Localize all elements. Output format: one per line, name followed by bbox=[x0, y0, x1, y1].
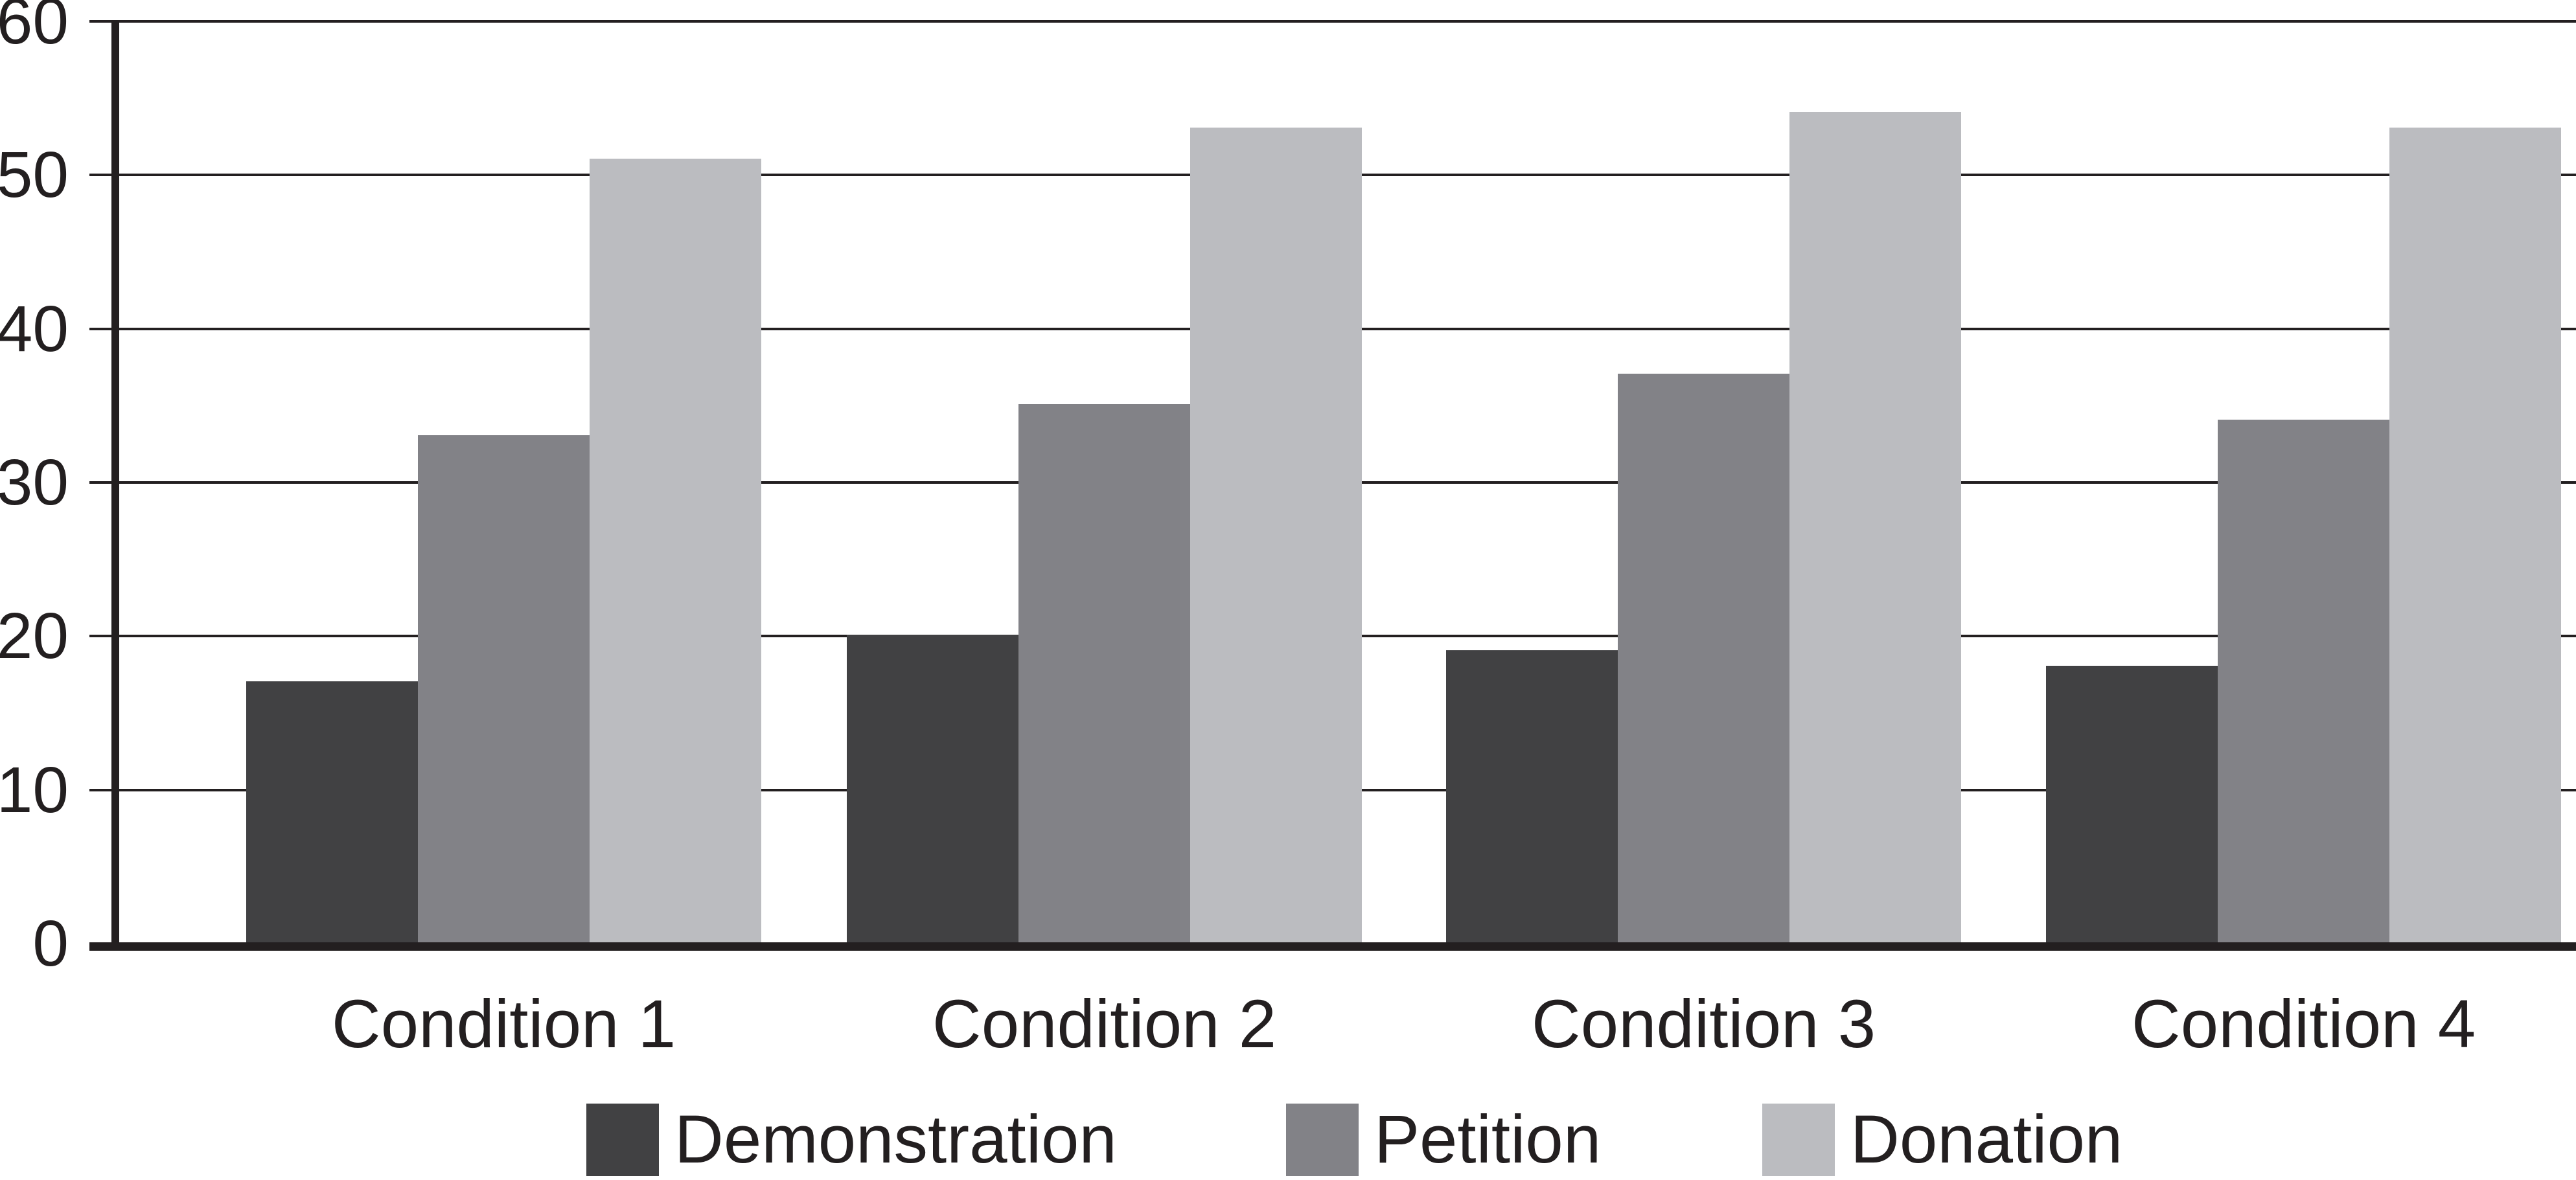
bar-demonstration-4 bbox=[2046, 665, 2218, 942]
x-category-label-3: Condition 3 bbox=[1531, 986, 1876, 1062]
legend-item-donation: Donation bbox=[1762, 1101, 2122, 1179]
x-axis-line bbox=[89, 942, 2576, 951]
bar-petition-2 bbox=[1018, 404, 1190, 942]
y-tick-label-50: 50 bbox=[0, 139, 69, 212]
legend-item-petition: Petition bbox=[1286, 1101, 1601, 1179]
y-tick-label-30: 30 bbox=[0, 446, 69, 519]
gridline-60 bbox=[89, 20, 2576, 23]
bar-petition-3 bbox=[1618, 373, 1789, 942]
y-tick-label-20: 20 bbox=[0, 600, 69, 673]
legend-item-demonstration: Demonstration bbox=[586, 1101, 1117, 1179]
y-tick-label-10: 10 bbox=[0, 753, 69, 826]
legend-swatch-donation bbox=[1762, 1104, 1835, 1176]
y-tick-label-40: 40 bbox=[0, 292, 69, 365]
bar-donation-1 bbox=[590, 158, 761, 942]
legend-swatch-demonstration bbox=[586, 1104, 659, 1176]
x-category-label-1: Condition 1 bbox=[331, 986, 676, 1062]
bar-petition-4 bbox=[2218, 420, 2389, 942]
bar-donation-2 bbox=[1190, 128, 1362, 942]
bar-demonstration-2 bbox=[847, 635, 1018, 942]
x-category-label-2: Condition 2 bbox=[932, 986, 1277, 1062]
y-tick-label-60: 60 bbox=[0, 0, 69, 58]
legend-label-petition: Petition bbox=[1374, 1102, 1602, 1177]
y-axis-line bbox=[111, 20, 119, 947]
bar-donation-4 bbox=[2389, 128, 2561, 942]
bar-demonstration-3 bbox=[1446, 650, 1618, 942]
bar-petition-1 bbox=[418, 435, 590, 942]
legend-swatch-petition bbox=[1286, 1104, 1359, 1176]
bar-donation-3 bbox=[1789, 112, 1961, 942]
x-category-label-4: Condition 4 bbox=[2131, 986, 2476, 1062]
y-tick-label-0: 0 bbox=[32, 907, 69, 980]
bar-demonstration-1 bbox=[246, 681, 418, 942]
legend-label-demonstration: Demonstration bbox=[674, 1102, 1117, 1177]
legend-label-donation: Donation bbox=[1850, 1102, 2123, 1177]
